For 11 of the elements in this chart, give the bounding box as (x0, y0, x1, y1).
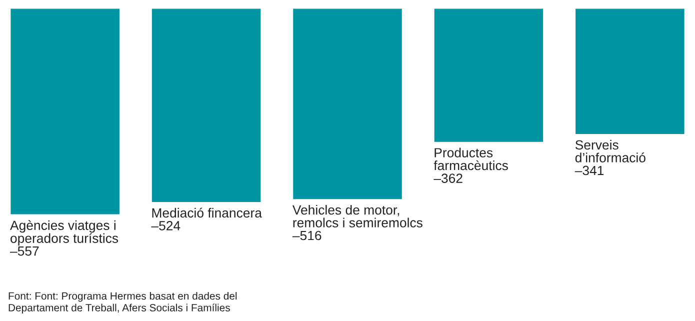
x-tick-label: Agències viatges i operadors turístics (10, 220, 118, 246)
x-tick-label: Vehicles de motor, remolcs i semiremolcs (292, 204, 422, 228)
data-label: –557 (10, 246, 39, 256)
x-tick-label: Productes farmacèutics (434, 148, 508, 170)
x-tick-label: Serveis d’informació (575, 140, 646, 162)
text: Font: Font: Programa Hermes basat en dades del Departament de Treball, Afers Socials i Famílies (8, 292, 237, 314)
data-label: –516 (292, 230, 322, 240)
data-label: –341 (574, 166, 604, 176)
data-label: –362 (434, 174, 462, 183)
data-label: –524 (151, 221, 180, 230)
x-tick-label: Mediació financera (152, 208, 262, 218)
